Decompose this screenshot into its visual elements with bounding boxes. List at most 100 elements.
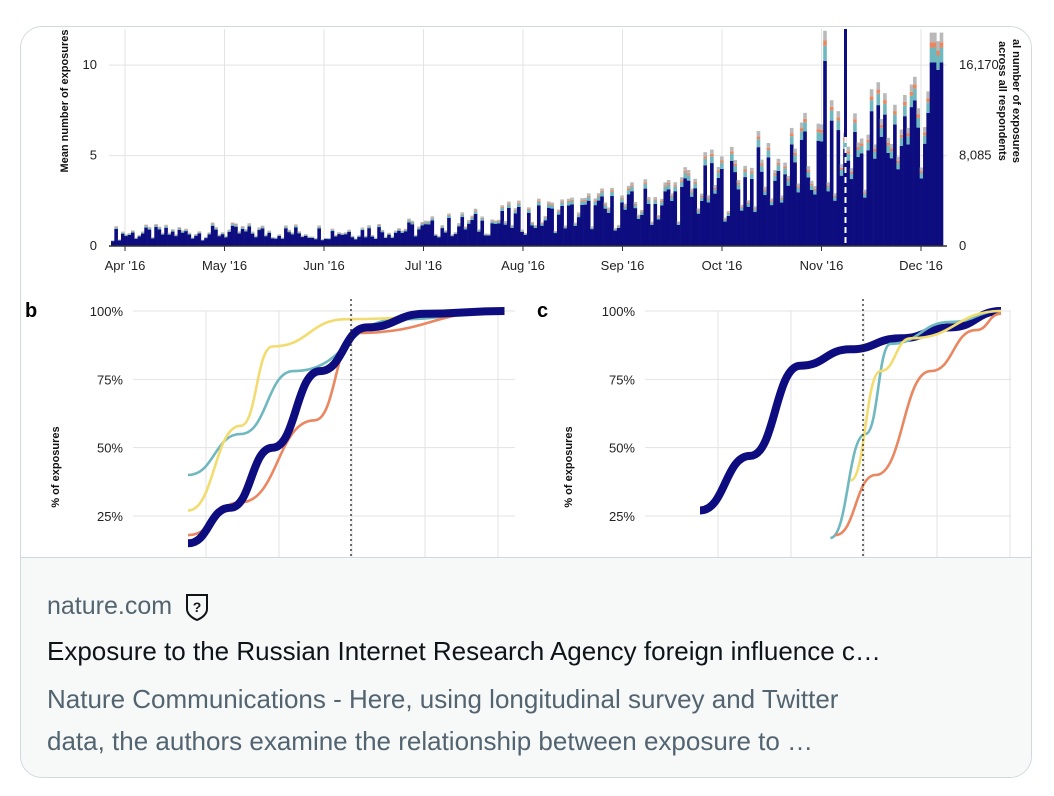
bar-segment [160, 234, 165, 246]
link-preview-card[interactable]: Apr '16 May '16 Jun '16 Jul '16 Aug '16 Sep '… [20, 26, 1032, 778]
bar-segment [763, 186, 767, 190]
bar-segment [903, 95, 907, 102]
bar-segment [676, 223, 681, 225]
bar-segment [836, 111, 841, 118]
bar-segment [377, 224, 381, 225]
bar-segment [866, 150, 871, 246]
bar-segment [726, 212, 731, 214]
bar-segment [437, 236, 441, 238]
bar-segment [613, 228, 618, 229]
bar-segment [287, 232, 292, 246]
bar-segment [766, 143, 771, 148]
bar-segment [749, 167, 754, 172]
bar-segment [603, 208, 608, 246]
bar-segment [214, 228, 218, 230]
bar-segment [450, 236, 455, 246]
bar-segment [749, 171, 754, 174]
bar-segment [923, 132, 927, 136]
bar-segment [513, 210, 518, 214]
bar-segment [799, 131, 804, 140]
bar-segment [879, 127, 884, 137]
bar-segment [700, 195, 704, 198]
bar-segment [447, 214, 451, 216]
bar-segment [304, 235, 308, 246]
bar-segment [217, 235, 222, 237]
bar-segment [503, 224, 508, 246]
bar-segment [500, 210, 505, 246]
bar-segment [503, 222, 508, 223]
bar-segment [929, 42, 934, 48]
bar-segment [187, 232, 192, 234]
bar-segment [330, 231, 335, 246]
bar-segment [650, 222, 654, 224]
bar-segment [593, 201, 598, 206]
bar-segment [849, 168, 854, 172]
bar-segment [127, 234, 132, 246]
bar-segment [244, 231, 248, 246]
bar-segment [593, 200, 598, 202]
bar-segment [230, 223, 235, 225]
bar-segment [683, 170, 688, 173]
bar-segment [556, 211, 561, 213]
card-title[interactable]: Exposure to the Russian Internet Researc… [47, 636, 881, 666]
bar-segment [257, 228, 262, 231]
bar-segment [570, 204, 574, 246]
bar-segment [114, 228, 118, 246]
bar-segment [200, 240, 205, 246]
bar-segment [573, 223, 578, 225]
bar-segment [846, 160, 851, 246]
bar-segment [616, 224, 621, 226]
card-footer[interactable]: nature.com ? Exposure to the Russian Int… [21, 557, 1031, 777]
bar-segment [254, 237, 258, 246]
bar-segment [550, 208, 554, 246]
bar-segment [174, 235, 178, 237]
bar-segment [640, 214, 644, 246]
bar-segment [453, 232, 458, 233]
bar-segment [690, 191, 694, 193]
bar-segment [507, 204, 511, 208]
bar-segment [453, 233, 458, 235]
bar-segment [670, 197, 674, 201]
y-tick-label: 25% [97, 509, 123, 524]
panel-label-c: c [537, 300, 548, 322]
bar-segment [490, 223, 495, 246]
bar-segment [849, 179, 854, 246]
bar-segment [150, 237, 155, 239]
bar-segment [660, 205, 664, 246]
bar-segment [789, 127, 794, 134]
bar-segment [114, 226, 118, 228]
y-tick-label: 100% [90, 304, 124, 319]
bar-segment [573, 225, 578, 246]
bar-segment [836, 117, 841, 121]
bar-segment [730, 160, 734, 246]
bar-segment [876, 89, 881, 94]
bar-segment [926, 98, 930, 103]
bar-segment [789, 144, 794, 246]
bar-segment [440, 228, 445, 246]
bar-segment [633, 203, 638, 206]
bar-segment [723, 219, 727, 222]
bar-segment [903, 105, 907, 117]
bar-segment [879, 136, 884, 246]
bar-segment [210, 225, 215, 246]
bar-segment [264, 236, 268, 246]
bar-segment [413, 236, 418, 246]
bar-segment [849, 173, 854, 180]
bar-segment [806, 177, 811, 246]
bar-segment [929, 47, 934, 63]
bar-segment [843, 140, 847, 149]
bar-segment [543, 218, 548, 221]
bar-segment [323, 238, 328, 246]
bar-segment [663, 186, 668, 192]
bar-segment [487, 235, 491, 246]
bar-segment [167, 233, 172, 235]
bar-segment [576, 214, 581, 218]
bar-segment [873, 149, 877, 152]
bar-segment [150, 238, 155, 246]
bar-segment [350, 236, 355, 238]
bar-segment [230, 222, 235, 224]
bar-segment [759, 165, 764, 172]
bar-segment [500, 207, 505, 209]
bar-segment [696, 208, 701, 211]
article-figure-image[interactable]: Apr '16 May '16 Jun '16 Jul '16 Aug '16 Sep '… [21, 27, 1031, 557]
